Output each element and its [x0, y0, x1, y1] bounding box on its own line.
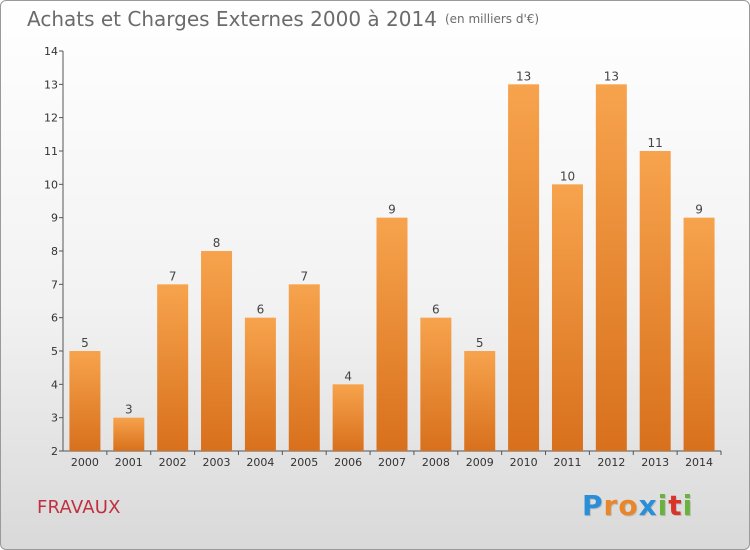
- y-tick-label: 8: [51, 245, 58, 258]
- bar-value-label: 7: [300, 269, 308, 283]
- y-axis: 2 3 4 5 6 7 8 9 10 11 12 13 14: [44, 45, 64, 458]
- chart-title-text: Achats et Charges Externes 2000 à 2014: [27, 7, 437, 31]
- y-tick-label: 2: [51, 445, 58, 458]
- y-tick-label: 14: [44, 45, 58, 58]
- bar-value-label: 13: [516, 69, 531, 83]
- proxiti-logo: Proxiti: [582, 489, 693, 522]
- bar-value-label: 10: [560, 169, 575, 183]
- bar: [113, 417, 145, 451]
- bar: [288, 284, 320, 451]
- logo-letter: i: [682, 489, 694, 522]
- bar: [376, 217, 408, 451]
- x-tick-label: 2011: [553, 456, 581, 469]
- commune-name: FRAVAUX: [37, 497, 121, 518]
- bar: [244, 317, 276, 451]
- x-tick-label: 2005: [290, 456, 318, 469]
- bar: [157, 284, 189, 451]
- bar-value-label: 6: [257, 303, 265, 317]
- bar: [332, 384, 364, 451]
- bar-value-label: 8: [213, 236, 221, 250]
- logo-letter: i: [657, 489, 669, 522]
- y-tick-label: 11: [44, 145, 58, 158]
- logo-letter: t: [668, 489, 683, 522]
- x-tick-label: 2001: [115, 456, 143, 469]
- logo-letter: o: [618, 489, 639, 522]
- logo-letter: x: [638, 489, 658, 522]
- x-tick-label: 2007: [378, 456, 406, 469]
- bar-value-label: 13: [604, 69, 619, 83]
- y-tick-label: 3: [51, 412, 58, 425]
- bar-value-label: 9: [388, 203, 396, 217]
- bar-value-label: 4: [344, 369, 352, 383]
- x-tick-label: 2006: [334, 456, 362, 469]
- bar: [464, 351, 496, 451]
- bar: [508, 84, 540, 451]
- bar-value-label: 5: [476, 336, 484, 350]
- bar-value-label: 6: [432, 303, 440, 317]
- y-tick-label: 13: [44, 78, 58, 91]
- x-tick-label: 2012: [597, 456, 625, 469]
- y-tick-label: 9: [51, 212, 58, 225]
- x-tick-label: 2008: [422, 456, 450, 469]
- chart-title: Achats et Charges Externes 2000 à 2014 (e…: [27, 7, 539, 31]
- x-tick-label: 2009: [466, 456, 494, 469]
- logo-letter: r: [603, 489, 619, 522]
- y-tick-label: 7: [51, 278, 58, 291]
- x-tick-label: 2014: [685, 456, 713, 469]
- bar-value-label: 3: [125, 403, 133, 417]
- bars-group: 5 3 7 8 6 7 4 9 6 5 13 10 13 11 9: [69, 69, 715, 452]
- x-tick-label: 2000: [71, 456, 99, 469]
- chart-unit-note: (en milliers d'€): [444, 12, 540, 26]
- bar: [201, 251, 233, 451]
- y-tick-label: 6: [51, 312, 58, 325]
- x-tick-label: 2013: [641, 456, 669, 469]
- y-tick-label: 12: [44, 112, 58, 125]
- bar-value-label: 11: [648, 136, 663, 150]
- bar-value-label: 7: [169, 269, 177, 283]
- y-tick-label: 4: [51, 378, 58, 391]
- bar: [69, 351, 101, 451]
- bar-value-label: 5: [81, 336, 89, 350]
- x-tick-label: 2004: [246, 456, 274, 469]
- bar: [639, 151, 671, 451]
- bar: [595, 84, 627, 451]
- x-tick-label: 2010: [510, 456, 538, 469]
- y-tick-label: 10: [44, 178, 58, 191]
- bar-value-label: 9: [695, 203, 703, 217]
- y-tick-label: 5: [51, 345, 58, 358]
- bar: [551, 184, 583, 452]
- bar: [420, 317, 452, 451]
- x-tick-label: 2002: [159, 456, 187, 469]
- bar: [683, 217, 715, 451]
- logo-letter: P: [582, 489, 604, 522]
- x-axis: 2000 2001 2002 2003 2004 2005 2006 2007 2008 2009…: [63, 450, 722, 469]
- x-tick-label: 2003: [203, 456, 231, 469]
